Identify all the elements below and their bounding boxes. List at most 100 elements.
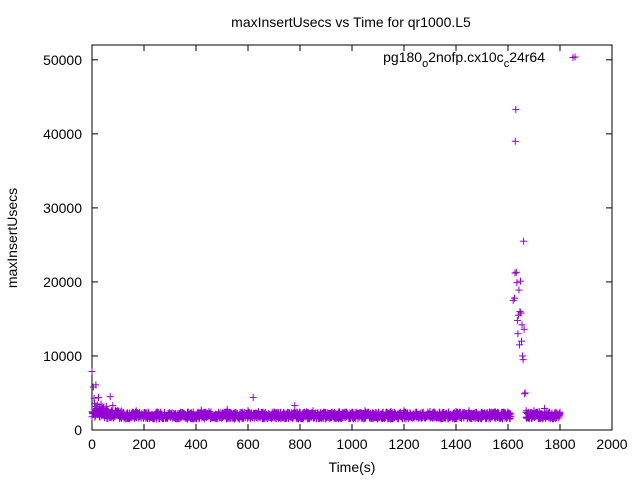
data-point [514,330,522,338]
y-axis-title: maxInsertUsecs [4,188,20,288]
data-point [127,412,135,420]
x-tick-label: 1600 [492,436,523,452]
data-point [374,409,382,417]
data-point [205,407,213,415]
data-point [132,407,140,415]
x-axis-title: Time(s) [329,459,376,475]
data-point [106,393,114,401]
data-point [88,368,96,376]
data-point [218,409,226,417]
legend-marker-symbol [571,53,579,61]
data-point [515,341,523,349]
y-tick-label: 50000 [43,52,82,68]
x-tick-label: 1800 [544,436,575,452]
legend-label-part-2: o [422,58,428,70]
data-point [223,405,231,413]
y-tick-label: 0 [74,422,82,438]
data-point [348,408,356,416]
data-point [516,308,524,316]
data-point [478,408,486,416]
data-point [92,381,100,389]
x-tick-label: 0 [88,436,96,452]
data-point [520,237,528,245]
legend-label-part-5: 24r64 [509,49,545,65]
data-point [309,407,317,415]
data-point [511,269,519,277]
data-point [520,325,528,333]
data-point [153,413,161,421]
data-point [244,407,252,415]
data-point [452,407,460,415]
data-point [519,352,527,360]
data-point [197,406,205,414]
data-point [110,409,118,417]
chart-title: maxInsertUsecs vs Time for qr1000.L5 [231,14,471,30]
x-tick-label: 400 [184,436,208,452]
data-point [546,408,554,416]
data-point [511,137,519,145]
data-point [254,407,262,415]
data-point [140,413,148,421]
data-point [426,407,434,415]
x-axis: 0 200 400 600 800 1000 1200 1400 1600 1800 2000 [88,45,628,452]
x-tick-label: 200 [132,436,156,452]
data-point [518,321,526,329]
data-point [102,402,110,410]
legend-label-part-1: pg180 [383,49,422,65]
data-point [97,400,105,408]
data-point [515,286,523,294]
data-point [400,407,408,415]
data-point [504,409,512,417]
data-point [270,409,278,417]
legend: pg180o2nofp.cx10cc24r64 [383,49,579,70]
y-tick-label: 30000 [43,200,82,216]
data-point [512,268,520,276]
x-tick-label: 2000 [596,436,627,452]
data-point [361,407,369,415]
data-point [109,402,117,410]
legend-label-part-3: 2nofp.cx10c [428,49,504,65]
data-point [525,408,533,416]
data-point [179,410,187,418]
legend-marker [571,53,579,61]
data-point [413,409,421,417]
data-point [535,407,543,415]
data-point [511,294,518,302]
y-tick-label: 40000 [43,126,82,142]
data-point [231,408,239,416]
y-axis: 0 10000 20000 30000 40000 50000 [43,52,612,438]
data-point [439,408,447,416]
data-point [291,402,299,410]
legend-label: pg180o2nofp.cx10cc24r64 [383,49,545,70]
data-point [518,337,526,345]
data-point [519,356,527,364]
y-tick-label: 20000 [43,274,82,290]
data-point [90,394,98,402]
x-tick-label: 1400 [440,436,471,452]
data-point [249,393,257,401]
x-tick-label: 600 [236,436,260,452]
data-point [95,393,102,401]
data-point [516,277,524,285]
data-point [119,411,127,419]
data-point [530,407,538,415]
data-point [465,407,473,415]
y-tick-label: 10000 [43,348,82,364]
data-point [521,390,529,398]
x-tick-label: 1000 [336,436,367,452]
data-point [512,105,520,113]
data-point [521,389,529,397]
data-point [513,316,521,324]
data-point [387,407,395,415]
data-point [517,309,525,317]
data-point [335,407,343,415]
data-point [551,409,559,417]
legend-label-part-4: c [504,58,510,70]
data-point [322,410,330,418]
x-tick-label: 1200 [388,436,419,452]
data-points [88,54,577,423]
data-point [192,411,200,419]
plot-frame [91,44,613,431]
data-point [166,412,174,420]
